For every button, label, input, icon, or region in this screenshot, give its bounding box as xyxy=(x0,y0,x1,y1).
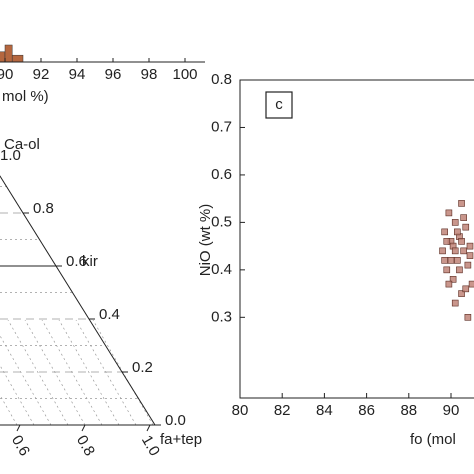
y-tick-label: 0.7 xyxy=(211,118,232,135)
point xyxy=(451,247,459,255)
tick xyxy=(81,424,86,432)
x-tick-label: 100 xyxy=(172,66,197,83)
grid-line xyxy=(0,335,52,426)
x-tick-label: 96 xyxy=(105,66,122,83)
panel-label: c xyxy=(275,96,283,113)
point xyxy=(451,299,459,307)
point xyxy=(460,247,467,255)
point xyxy=(460,214,467,221)
tick xyxy=(146,424,151,432)
y-tick-label: 0.8 xyxy=(211,71,232,88)
point xyxy=(447,257,455,264)
point xyxy=(458,200,465,207)
point xyxy=(468,280,474,288)
point xyxy=(458,238,465,245)
x-tick-label: 94 xyxy=(69,66,86,83)
point xyxy=(456,266,463,274)
x-tick-label: 80 xyxy=(232,402,249,419)
tick-label: 0.4 xyxy=(99,306,120,323)
point xyxy=(445,280,453,288)
point xyxy=(464,261,472,269)
tick-label: 0.6 xyxy=(66,253,87,270)
y-tick-label: 0.4 xyxy=(211,261,232,278)
x-axis-label: mol %) xyxy=(2,88,49,105)
point xyxy=(466,252,474,259)
grid-line xyxy=(0,394,18,426)
tick-label: 0.8 xyxy=(33,200,54,217)
point xyxy=(458,290,465,297)
kir-label: kir xyxy=(82,253,98,270)
axes-frame xyxy=(239,79,474,399)
panel-box xyxy=(265,91,293,119)
point xyxy=(445,209,453,217)
x-axis-label: fo (mol xyxy=(410,431,456,448)
vertex-label: Ca-ol xyxy=(4,136,40,153)
point xyxy=(462,285,470,293)
grid-line xyxy=(75,319,137,426)
point xyxy=(462,223,470,231)
y-tick-label: 0.6 xyxy=(211,166,232,183)
point xyxy=(454,228,461,236)
x-tick-label: 82 xyxy=(274,402,291,419)
grid-line xyxy=(41,319,103,426)
point xyxy=(441,257,448,264)
tick-label: 0.8 xyxy=(73,432,98,459)
x-tick-label: 88 xyxy=(400,402,417,419)
grid-line xyxy=(24,319,86,426)
tick-label: 0.2 xyxy=(132,359,153,376)
point xyxy=(454,257,461,264)
hist-bar xyxy=(4,44,13,63)
point xyxy=(441,228,448,236)
y-tick-label: 0.3 xyxy=(211,308,232,325)
point xyxy=(464,314,472,321)
grid-line xyxy=(7,319,69,426)
x-tick-label: 92 xyxy=(33,66,50,83)
y-axis-label: NiO (wt %) xyxy=(197,204,214,277)
x-tick-label: 90 xyxy=(0,66,13,83)
point xyxy=(443,238,451,245)
x-tick-label: 84 xyxy=(316,402,333,419)
grid-line xyxy=(0,364,35,426)
hist-bar xyxy=(0,51,6,63)
x-tick-label: 98 xyxy=(141,66,158,83)
point xyxy=(439,247,446,255)
point xyxy=(443,266,451,274)
y-tick-label: 0.5 xyxy=(211,213,232,230)
tick-label: 1.0 xyxy=(0,147,21,164)
point xyxy=(466,242,474,250)
grid-line xyxy=(58,319,120,426)
triangle-edge xyxy=(0,175,156,426)
x-tick-label: 90 xyxy=(443,402,460,419)
tick-label: 0.6 xyxy=(8,432,33,459)
point xyxy=(451,219,459,226)
x-tick-label: 86 xyxy=(358,402,375,419)
hist-bar xyxy=(11,54,24,63)
point xyxy=(449,276,457,283)
tick-label: 0.0 xyxy=(165,412,186,429)
vertex-label: fa+tep xyxy=(160,431,202,448)
tick xyxy=(16,424,21,432)
